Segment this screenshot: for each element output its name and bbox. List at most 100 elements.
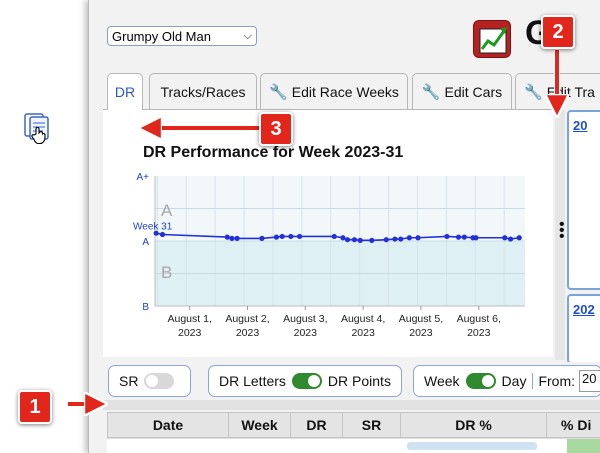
data-point [331, 233, 337, 240]
tab-bar: DR Tracks/Races 🔧 Edit Race Weeks 🔧 Edit… [107, 73, 600, 110]
data-point [288, 233, 294, 240]
dr-diff-cell [567, 439, 600, 453]
data-point [406, 235, 412, 241]
wrench-icon: 🔧 [421, 83, 441, 101]
data-point [415, 235, 421, 241]
data-point [344, 237, 351, 243]
chart-toolbar: SR DR Letters DR Points Week Day From: 2… [103, 362, 600, 402]
data-point [392, 236, 398, 242]
table-row[interactable] [107, 438, 600, 453]
data-point [351, 237, 358, 243]
x-tick-label: August 1, [168, 313, 212, 325]
dr-points-label: DR Points [327, 373, 391, 389]
dr-mode-toggle-group: DR Letters DR Points [208, 365, 402, 397]
x-tick-year: 2023 [409, 327, 433, 339]
x-tick-label: August 3, [283, 313, 327, 325]
x-tick-label: August 2, [225, 313, 269, 325]
data-point [398, 236, 404, 242]
wrench-icon: 🔧 [269, 83, 288, 101]
right-card-link[interactable]: 20 [573, 118, 588, 133]
chart-panel: DR Performance for Week 2023-31 A+ A B A B We… [103, 109, 553, 357]
column-header-dr-percent[interactable]: DR % [401, 412, 547, 438]
data-point [357, 237, 363, 243]
data-point [340, 235, 346, 241]
day-label: Day [501, 373, 527, 389]
chart-title: DR Performance for Week 2023-31 [143, 144, 404, 161]
dr-chart: A+ A B A B Week 31 August 1, 2023 August 2, 2023 A… [133, 172, 525, 339]
driver-select-value: Grumpy Old Man [112, 28, 211, 44]
data-point [234, 235, 240, 241]
tab-tracks-races[interactable]: Tracks/Races [149, 73, 257, 109]
x-tick-label: August 5, [399, 313, 443, 325]
data-point [279, 233, 285, 240]
data-point [461, 234, 467, 240]
data-point [444, 233, 450, 240]
column-header-date[interactable]: Date [107, 412, 229, 438]
from-input[interactable]: 20 [579, 370, 600, 392]
y-tick-label: A [142, 237, 149, 248]
data-point [383, 237, 389, 243]
tab-label: Edit Cars [444, 83, 503, 100]
column-header-dr[interactable]: DR [291, 412, 343, 438]
x-tick-year: 2023 [178, 327, 202, 339]
right-card-2: 202 [567, 294, 600, 364]
copy-chart-button[interactable] [22, 112, 52, 148]
data-point [369, 237, 375, 243]
app-window: Grumpy Old Man ⌵ G DR Tracks/Races 🔧 Edi… [88, 0, 600, 453]
dr-percent-bar [407, 442, 537, 450]
x-tick-year: 2023 [294, 327, 318, 339]
week-label: Week [424, 373, 460, 389]
chevron-down-icon: ⌵ [243, 29, 252, 42]
x-tick-year: 2023 [467, 327, 491, 339]
y-tick-label: B [142, 302, 149, 313]
data-point [224, 234, 230, 240]
data-point [455, 234, 462, 240]
resize-handle-icon[interactable]: • • • [559, 216, 565, 245]
data-point [159, 231, 166, 238]
data-point [502, 235, 508, 241]
tab-edit-race-weeks[interactable]: 🔧 Edit Race Weeks [260, 73, 408, 109]
y-tick-label: A+ [136, 172, 149, 183]
data-point [153, 230, 159, 236]
column-header-sr[interactable]: SR [343, 412, 401, 438]
data-point [259, 235, 265, 241]
sr-label: SR [119, 373, 139, 389]
column-header-dr-diff[interactable]: % Di [547, 412, 600, 438]
data-point [296, 233, 303, 240]
series-marker-label: Week 31 [133, 221, 173, 232]
right-card: 20 [567, 110, 600, 290]
x-tick-label: August 6, [457, 313, 501, 325]
horizontal-divider[interactable] [103, 400, 600, 410]
data-point [273, 234, 280, 240]
x-tick-label: August 4, [341, 313, 385, 325]
period-toggle[interactable] [465, 373, 496, 389]
right-card-link-2[interactable]: 202 [573, 302, 595, 317]
data-point [229, 235, 235, 241]
sr-toggle[interactable] [144, 373, 175, 389]
data-point [507, 236, 514, 242]
table-header: Date Week DR SR DR % % Di [107, 412, 600, 438]
tab-edit-cars[interactable]: 🔧 Edit Cars [412, 73, 512, 109]
tab-dr[interactable]: DR [107, 73, 143, 110]
tab-label: Edit Tra [546, 83, 595, 100]
tab-label: DR [114, 84, 136, 100]
panel-divider[interactable] [555, 110, 565, 360]
data-point [516, 235, 522, 241]
band-label: A [161, 201, 173, 220]
column-header-week[interactable]: Week [229, 412, 291, 438]
wrench-icon: 🔧 [524, 83, 543, 101]
tab-label: Edit Race Weeks [291, 83, 399, 100]
band-label: B [161, 263, 172, 282]
dr-letters-label: DR Letters [219, 373, 286, 389]
tab-edit-tracks[interactable]: 🔧 Edit Tra [515, 73, 600, 109]
callout-2: 2 [541, 15, 575, 49]
driver-select[interactable]: Grumpy Old Man ⌵ [107, 26, 257, 46]
x-tick-year: 2023 [236, 327, 260, 339]
dr-mode-toggle[interactable] [291, 373, 322, 389]
tab-label: Tracks/Races [160, 83, 246, 100]
period-toggle-group: Week Day From: 20 [413, 365, 600, 397]
callout-3: 3 [259, 112, 293, 146]
x-tick-year: 2023 [351, 327, 375, 339]
data-point [473, 235, 479, 241]
app-logo [473, 20, 511, 58]
